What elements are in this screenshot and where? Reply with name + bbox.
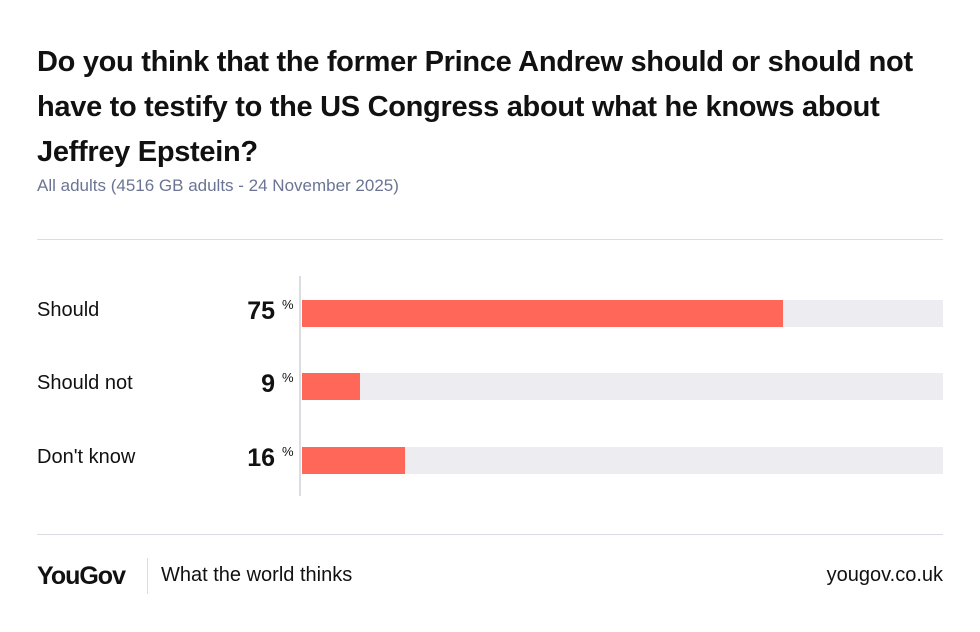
yougov-logo[interactable]: YouGov: [37, 562, 126, 590]
bar-track: [302, 447, 943, 474]
unit-label: %: [282, 297, 294, 312]
unit-label: %: [282, 370, 294, 385]
divider-bottom: [37, 534, 943, 535]
divider-top: [37, 239, 943, 240]
unit-label: %: [282, 444, 294, 459]
chart-title: Do you think that the former Prince Andr…: [37, 46, 913, 168]
category-label: Don't know: [37, 446, 136, 468]
footer-separator: [147, 558, 148, 594]
chart-subtitle: All adults (4516 GB adults - 24 November…: [37, 176, 399, 195]
category-label: Should: [37, 299, 100, 321]
site-url[interactable]: yougov.co.uk: [826, 564, 943, 586]
bar: [302, 373, 360, 400]
data-label: 9: [261, 370, 275, 398]
bar: [302, 447, 405, 474]
bar-track: [302, 300, 943, 327]
bar-track: [302, 373, 943, 400]
bar: [302, 300, 783, 327]
category-label: Should not: [37, 372, 133, 394]
data-label: 75: [247, 297, 275, 325]
data-label: 16: [247, 444, 275, 472]
tagline: What the world thinks: [161, 564, 353, 586]
axis-line: [299, 276, 301, 496]
